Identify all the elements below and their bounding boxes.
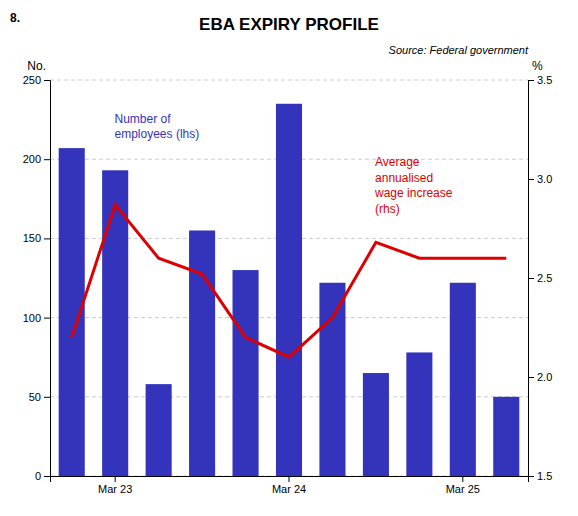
axis-y2ticks: 1.5 2.0 2.5 3.0 3.5 [528,74,552,482]
tick: 150 [23,232,50,244]
series-label: Number of employees (lhs) [115,112,265,143]
tick-label: 0 [35,470,41,482]
bar [319,283,345,476]
y2-axis-label: % [532,59,543,73]
series-label-box: Average annualised wage increase (rhs) [375,155,525,235]
plot-area: Mar 23 Mar 24 Mar 25 0 50 100 150 200 250 1.5 2.0 2… [23,74,553,495]
tick: 200 [23,153,50,165]
tick: 3.5 [528,74,552,86]
tick: 50 [29,391,50,403]
bar [406,352,432,476]
tick-label: 3.5 [537,74,552,86]
texts: EBA EXPIRY PROFILE No.% 8. Source: Federal … [10,11,543,235]
axis-line [44,81,51,477]
axis-yticks: 0 50 100 150 200 250 [23,74,51,482]
tick-label: Mar 25 [446,483,480,495]
bar-series [59,104,520,476]
tick-mark [44,397,50,398]
tick-label: Mar 23 [98,483,132,495]
bar [146,384,172,476]
tick-label: 3.0 [537,173,552,185]
tick-label: 250 [23,74,41,86]
tick-label: 2.5 [537,272,552,284]
figure-label: 8. [10,11,20,25]
tick: 1.5 [528,470,552,482]
bar [450,283,476,476]
tick: Mar 23 [98,476,132,495]
tick: Mar 24 [272,476,306,495]
grid-line [50,80,528,81]
tick-mark [528,476,534,477]
tick-mark [528,278,534,279]
tick-mark [44,80,50,81]
bar [276,104,302,476]
bar [493,397,519,476]
tick-label: 200 [23,153,41,165]
tick-mark [528,377,534,378]
tick-mark [44,238,50,239]
tick-mark [289,476,290,482]
bar [189,230,215,476]
tick-label: 100 [23,312,41,324]
tick: 0 [35,470,50,482]
axis-categories: Mar 23 Mar 24 Mar 25 [51,476,529,495]
title: EBA EXPIRY PROFILE [199,15,379,34]
tick-mark [528,80,534,81]
chart: Mar 23 Mar 24 Mar 25 0 50 100 150 200 250 1.5 2.0 2… [0,0,578,516]
tick-mark [462,476,463,482]
tick: 100 [23,312,50,324]
tick-label: Mar 24 [272,483,306,495]
line [72,205,507,357]
axis-line [529,81,535,477]
tick-mark [44,159,50,160]
bar [233,270,259,476]
bar [363,373,389,476]
tick-label: 2.0 [537,371,552,383]
tick-mark [528,179,534,180]
tick-label: 50 [29,391,41,403]
tick: 3.0 [528,173,552,185]
tick-mark [44,318,50,319]
tick-mark [44,476,50,477]
source-note: Source: Federal government [389,44,529,56]
series-label-box: Number of employees (lhs) [115,112,265,192]
axis-line [51,477,529,483]
tick: 2.5 [528,272,552,284]
marks [59,104,520,476]
y-axis-label: No. [27,59,46,73]
tick: 250 [23,74,50,86]
tick-label: 150 [23,232,41,244]
grid [50,80,528,476]
tick-mark [115,476,116,482]
tick-label: 1.5 [537,470,552,482]
tick: Mar 25 [446,476,480,495]
series-label: Average annualised wage increase (rhs) [375,155,525,217]
tick: 2.0 [528,371,552,383]
